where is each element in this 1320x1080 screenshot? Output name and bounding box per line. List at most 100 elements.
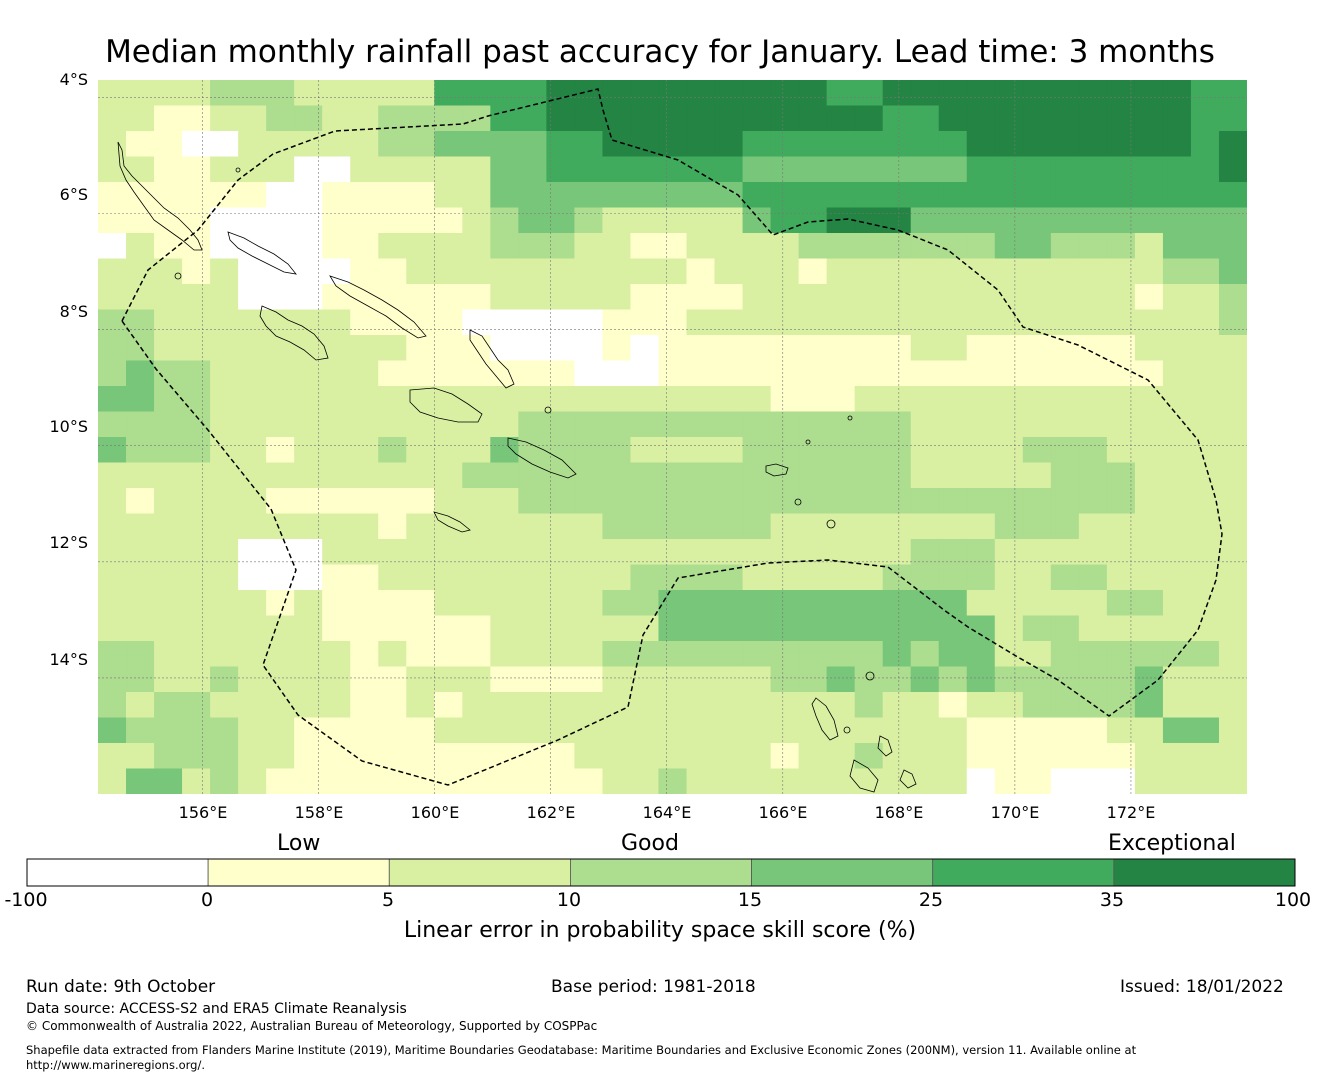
colorbar-outline — [26, 858, 1296, 887]
skill-cell — [630, 564, 660, 591]
skill-cell — [294, 615, 323, 642]
skill-cell — [406, 80, 435, 107]
skill-cell — [266, 768, 295, 794]
skill-cell — [1022, 156, 1052, 183]
skill-cell — [182, 360, 211, 387]
skill-cell — [602, 309, 632, 336]
skill-cell — [266, 131, 295, 158]
santa-cruz-coast — [765, 463, 789, 477]
skill-cell — [1050, 207, 1080, 234]
skill-cell — [770, 411, 800, 438]
skill-cell — [1218, 182, 1247, 209]
skill-cell — [434, 615, 463, 642]
skill-cell — [406, 386, 435, 413]
skill-cell — [462, 590, 491, 617]
skill-cell — [322, 590, 351, 617]
skill-cell — [322, 743, 351, 770]
skill-cell — [686, 692, 716, 719]
skill-cell — [266, 743, 295, 770]
skill-cell — [406, 462, 435, 489]
shapefile-url[interactable]: http://www.marineregions.org/. — [26, 1058, 205, 1072]
skill-cell — [462, 488, 491, 515]
map-panel[interactable] — [98, 80, 1247, 794]
skill-cell — [154, 284, 183, 311]
skill-cell — [966, 233, 996, 260]
skill-cell — [406, 488, 435, 515]
skill-cell — [994, 131, 1024, 158]
skill-cell — [966, 309, 996, 336]
skill-cell — [490, 437, 519, 464]
eez-boundary — [121, 88, 1223, 786]
skill-cell — [882, 105, 912, 132]
skill-cell — [518, 207, 547, 234]
skill-cell — [742, 743, 772, 770]
skill-cell — [1134, 641, 1164, 668]
skill-cell — [462, 156, 491, 183]
skill-cell — [378, 207, 407, 234]
skill-cell — [742, 564, 772, 591]
skill-cell — [770, 564, 800, 591]
skill-cell — [826, 615, 856, 642]
skill-cell — [1078, 284, 1108, 311]
skill-cell — [882, 386, 912, 413]
efate-coast — [899, 769, 917, 789]
skill-cell — [994, 666, 1024, 693]
skill-cell — [546, 437, 576, 464]
skill-cell — [378, 717, 407, 744]
skill-cell — [882, 335, 912, 362]
skill-cell — [1218, 335, 1247, 362]
skill-cell — [854, 182, 884, 209]
skill-cell — [742, 335, 772, 362]
colorbar-segment — [26, 858, 209, 887]
skill-cell — [462, 411, 491, 438]
skill-cell — [826, 105, 856, 132]
skill-cell — [966, 666, 996, 693]
skill-cell — [1162, 207, 1192, 234]
skill-cell — [994, 590, 1024, 617]
skill-cell — [966, 539, 996, 566]
skill-cell — [126, 284, 155, 311]
skill-cell — [1218, 539, 1247, 566]
skill-cell — [266, 233, 295, 260]
skill-cell — [826, 743, 856, 770]
skill-cell — [126, 641, 155, 668]
skill-cell — [994, 411, 1024, 438]
skill-cell — [126, 182, 155, 209]
skill-cell — [490, 411, 519, 438]
skill-cell — [602, 717, 632, 744]
skill-cell — [294, 692, 323, 719]
skill-cell — [938, 743, 968, 770]
skill-cell — [98, 309, 127, 336]
skill-cell — [1190, 488, 1220, 515]
skill-cell — [350, 692, 379, 719]
skill-cell — [1190, 513, 1220, 540]
skill-cell — [854, 411, 884, 438]
rennell-coast — [433, 511, 471, 533]
skill-cell — [98, 105, 127, 132]
skill-cell — [994, 360, 1024, 387]
skill-cell — [98, 615, 127, 642]
skill-cell — [210, 717, 239, 744]
skill-cell — [1022, 513, 1052, 540]
skill-cell — [658, 590, 688, 617]
skill-cell — [798, 182, 828, 209]
skill-cell — [966, 717, 996, 744]
skill-cell — [938, 539, 968, 566]
skill-cell — [350, 386, 379, 413]
skill-cell — [434, 462, 463, 489]
skill-cell — [798, 641, 828, 668]
skill-cell — [1078, 105, 1108, 132]
colorbar-tick: 25 — [918, 889, 944, 911]
skill-cell — [1218, 590, 1247, 617]
skill-cell — [686, 207, 716, 234]
skill-cell — [882, 437, 912, 464]
skill-cell — [238, 462, 267, 489]
skill-cell — [154, 488, 183, 515]
skill-cell — [462, 615, 491, 642]
skill-cell — [1162, 156, 1192, 183]
skill-cell — [98, 488, 127, 515]
skill-cell — [994, 641, 1024, 668]
skill-cell — [490, 564, 519, 591]
guadalcanal-coast — [409, 387, 483, 423]
skill-cell — [518, 131, 547, 158]
